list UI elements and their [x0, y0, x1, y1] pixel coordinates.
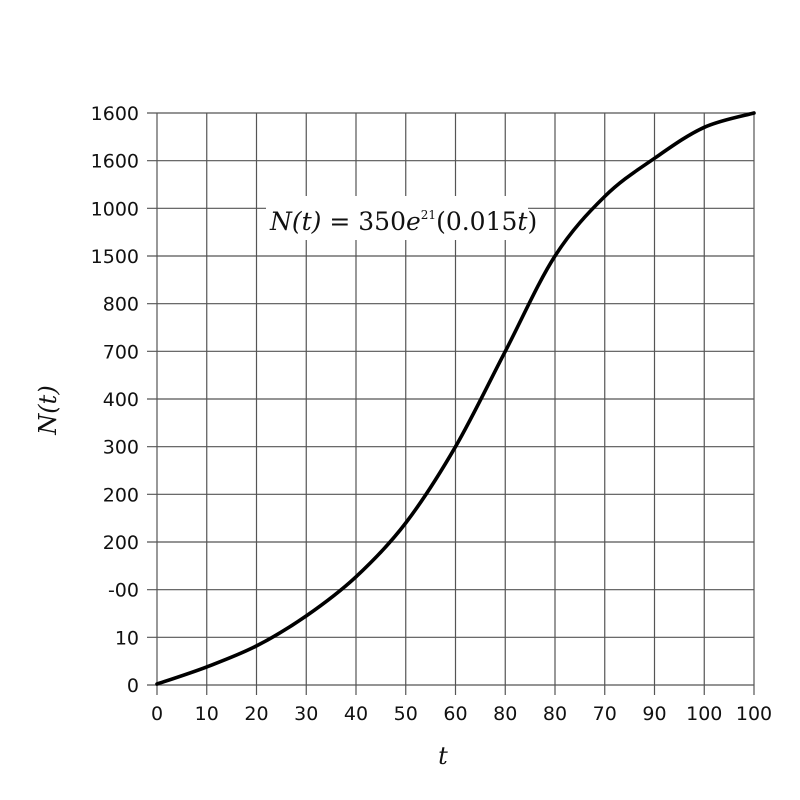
x-tick-label: 30: [294, 703, 318, 725]
y-tick-label: 1600: [91, 103, 139, 125]
y-tick-label: -00: [108, 580, 139, 602]
y-tick-label: 400: [103, 389, 139, 411]
x-tick-label: 100: [686, 703, 722, 725]
x-tick-label: 0: [151, 703, 163, 725]
y-tick-label: 0: [127, 675, 139, 697]
equation-annotation: N(t) = 350e21(0.015t): [266, 196, 537, 240]
x-tick-label: 100: [736, 703, 772, 725]
x-tick-label: 80: [493, 703, 517, 725]
y-tick-label: 700: [103, 341, 139, 363]
y-tick-label: 1600: [91, 151, 139, 173]
y-tick-label: 200: [103, 532, 139, 554]
x-tick-label: 50: [394, 703, 418, 725]
curve-n-of-t: [155, 111, 756, 686]
y-axis-ticks: 0 10 -00 200 200 300 400 700 800 1500 1000 1600 1600: [91, 103, 139, 697]
x-tick-label: 90: [642, 703, 666, 725]
equation-text: N(t) = 350e21(0.015t): [269, 207, 537, 236]
x-axis-title: t: [438, 742, 448, 770]
x-tick-label: 40: [344, 703, 368, 725]
equation-background: [266, 196, 528, 240]
y-axis-title: N(t): [34, 385, 62, 435]
x-tick-label: 60: [443, 703, 467, 725]
y-tick-label: 200: [103, 484, 139, 506]
y-tick-label: 800: [103, 294, 139, 316]
y-tick-label: 1500: [91, 246, 139, 268]
x-tick-label: 70: [593, 703, 617, 725]
y-tick-label: 10: [115, 627, 139, 649]
x-tick-label: 80: [543, 703, 567, 725]
y-tick-label: 1000: [91, 198, 139, 220]
x-axis-ticks: 0 10 20 30 40 50 60 80 80 70 90 100 100: [151, 703, 772, 725]
y-tick-label: 300: [103, 437, 139, 459]
x-tick-label: 20: [244, 703, 268, 725]
x-tick-label: 10: [195, 703, 219, 725]
